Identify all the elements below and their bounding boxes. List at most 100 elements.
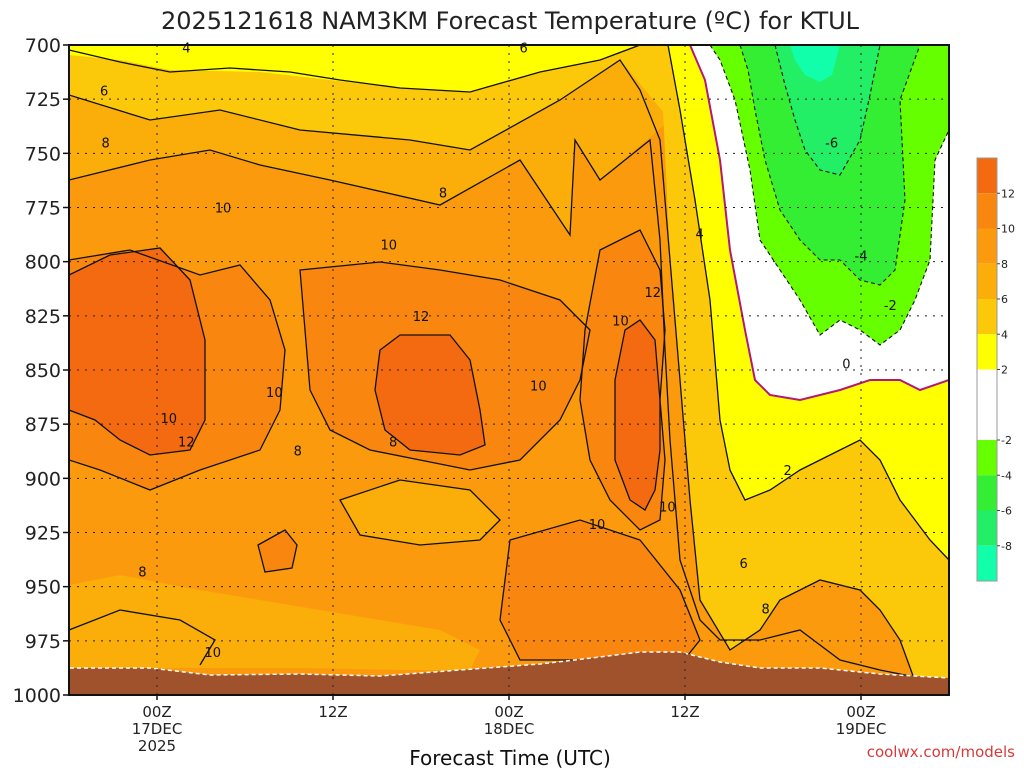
band-2-4-top [69,45,640,92]
colorbar-label: -4 [1001,469,1012,482]
x-axis-label: Forecast Time (UTC) [409,746,611,768]
hot-core-right [615,320,660,510]
contour-10-right [579,229,666,531]
contour-label: 10 [215,202,232,217]
colorbar-swatch [977,440,997,476]
colorbar-label: 4 [1001,328,1008,341]
x-tick-label: 00Z [142,703,171,721]
colorbar-swatch [977,228,997,264]
contour-label: 8 [439,187,447,202]
y-tick-label: 975 [25,631,61,653]
x-tick-label: 12Z [670,703,699,721]
contour-label: 0 [842,358,850,373]
colorbar-swatch [977,299,997,335]
contour-label: 8 [294,444,302,459]
colorbar-swatch [977,510,997,546]
contour-0 [689,45,949,402]
contour-10-small [257,529,298,573]
contour-8-island [339,479,501,546]
contour-label: 8 [138,566,146,581]
contour-label: -2 [884,299,897,314]
band-6-8-low [69,575,480,670]
contour-10-left [69,249,286,491]
colorbar-swatch [977,369,997,405]
contour-6 [69,59,921,695]
contour-label: 4 [696,228,704,243]
contour-4 [69,45,641,93]
contour-label: 10 [266,386,283,401]
warm-pocket-low-mid [500,520,700,665]
contour-label: 2 [784,464,792,479]
contour-label: 10 [659,501,676,516]
contour-label: 10 [160,412,177,427]
colorbar-swatch [977,404,997,440]
contour-label: 6 [740,557,748,572]
contour-12-left [69,247,206,456]
x-tick-label: 18DEC [484,720,535,738]
band-neg6-neg8 [775,45,880,175]
y-tick-label: 950 [25,577,61,599]
colorbar-label: 8 [1001,258,1008,271]
contour-label: 10 [589,518,606,533]
band-6-8-islands [340,480,500,545]
x-tick-label: 19DEC [836,720,887,738]
terrain [69,651,949,695]
chart-title: 2025121618 NAM3KM Forecast Temperature (… [161,7,860,35]
contour-10-mid [299,261,591,471]
colorbar-swatch [977,193,997,229]
colorbar-swatch [977,475,997,511]
y-axis: 700 725 750 775 800 825 850 875 900 925 950 975 1000 [13,35,69,707]
y-tick-label: 800 [25,252,61,274]
hot-core-left [69,248,205,455]
contour-label: 10 [612,314,629,329]
contour-label: 4 [182,41,190,56]
band-neg8-neg10 [790,45,840,82]
colorbar-swatch [977,263,997,299]
contour-10-low [499,519,701,666]
y-tick-label: 825 [25,306,61,328]
contour-10-lowleft [69,609,216,666]
contour-label: 8 [389,436,397,451]
warm-pocket-small [258,530,297,572]
contour-label: 12 [413,310,430,325]
colorbar-label: 6 [1001,293,1008,306]
x-tick-label: 12Z [318,703,347,721]
contour-label: 12 [644,286,661,301]
contour-label: -6 [825,137,838,152]
temperature-field [69,45,949,695]
contour-neg6 [774,45,881,176]
grid-lines [69,45,949,695]
y-tick-label: 925 [25,523,61,545]
y-tick-label: 775 [25,198,61,220]
contour-label: 10 [380,239,397,254]
y-tick-label: 700 [25,35,61,57]
colorbar-label: 10 [1001,223,1015,236]
x-tick-label: 00Z [846,703,875,721]
x-tick-label: 00Z [494,703,523,721]
colorbar-label: 12 [1001,187,1015,200]
colorbar-label: -6 [1001,505,1012,518]
y-tick-label: 875 [25,414,61,436]
contour-label: 6 [520,41,528,56]
y-tick-label: 900 [25,468,61,490]
contour-12-right [614,319,661,511]
colorbar-swatch [977,545,997,581]
y-tick-label: 725 [25,89,61,111]
colorbar-label: -2 [1001,434,1012,447]
contour-12-mid [374,334,486,456]
y-tick-label: 850 [25,360,61,382]
colorbar-swatch [977,158,997,194]
contour-label: 12 [178,436,195,451]
colorbar: 12 10 8 6 4 2 -2 -4 -6 -8 [976,157,1015,582]
contour-8 [69,137,921,679]
credit-link[interactable]: coolwx.com/models [867,743,1015,761]
x-tick-label: 17DEC [132,720,183,738]
colorbar-label: -8 [1001,540,1012,553]
y-tick-label: 750 [25,143,61,165]
contour-2 [667,45,949,561]
colorbar-swatch [977,334,997,370]
contour-label: 10 [204,646,221,661]
